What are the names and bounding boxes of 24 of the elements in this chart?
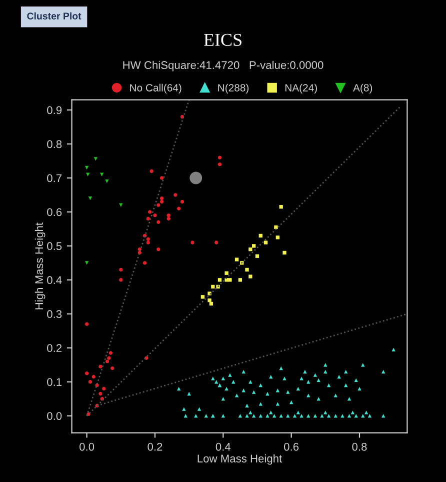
y-tick-label: 0.0 [47, 412, 62, 420]
y-axis-title: High Mass Height [34, 222, 46, 310]
x-axis-title: Low Mass Height [198, 454, 282, 465]
y-tick-label: 0.6 [47, 208, 62, 216]
legend-label: A(8) [353, 84, 372, 94]
x-tick-label: 0.4 [216, 442, 231, 451]
y-tick-label: 0.4 [47, 276, 62, 284]
x-tick-label: 0.8 [352, 442, 367, 451]
y-tick-label: 0.9 [47, 106, 62, 114]
text: Cluster Plot [27, 12, 82, 20]
x-tick-label: 0.6 [284, 442, 299, 451]
y-tick-label: 0.3 [47, 310, 62, 318]
legend-label: N(288) [218, 84, 249, 94]
legend-label: NA(24) [285, 84, 317, 94]
legend-label: No Call(64) [130, 84, 182, 94]
y-tick-label: 0.1 [47, 378, 62, 386]
y-tick-label: 0.5 [47, 242, 62, 250]
y-tick-label: 0.2 [47, 344, 62, 352]
x-tick-label: 0.0 [80, 442, 94, 451]
y-tick-label: 0.8 [47, 140, 62, 148]
x-tick-label: 0.2 [148, 442, 162, 451]
chart-subtitle: HW ChiSquare:41.4720 P-value:0.0000 [123, 60, 324, 72]
chart-title: EICS [204, 34, 242, 46]
y-tick-label: 0.7 [47, 174, 62, 182]
